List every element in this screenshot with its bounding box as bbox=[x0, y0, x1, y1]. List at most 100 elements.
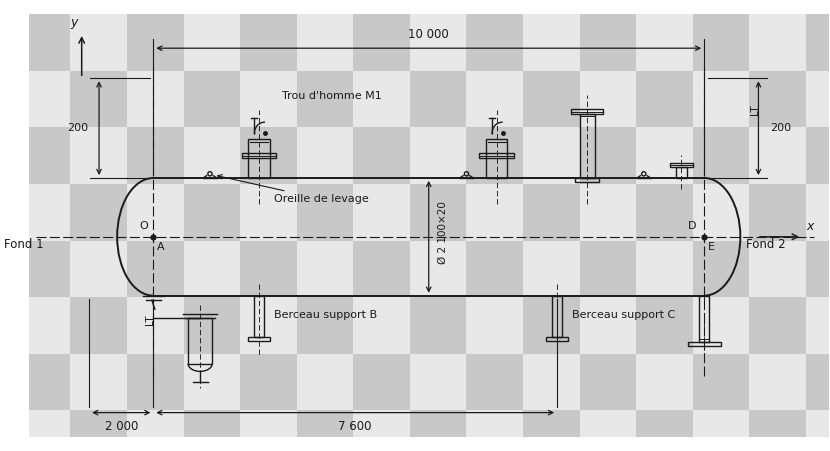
Bar bbox=[571, 109, 603, 114]
Bar bbox=[749, 14, 806, 71]
Bar bbox=[14, 240, 71, 297]
Text: Fond 1: Fond 1 bbox=[4, 238, 44, 251]
Bar bbox=[523, 410, 579, 451]
Bar bbox=[71, 297, 127, 354]
Bar bbox=[71, 14, 127, 71]
Bar bbox=[523, 297, 579, 354]
Bar bbox=[183, 240, 240, 297]
Bar bbox=[183, 410, 240, 451]
Text: 2 000: 2 000 bbox=[105, 420, 138, 433]
Bar bbox=[693, 410, 749, 451]
Bar bbox=[71, 71, 127, 128]
Bar bbox=[806, 297, 830, 354]
Bar bbox=[410, 14, 466, 71]
Bar bbox=[749, 297, 806, 354]
Bar bbox=[637, 410, 693, 451]
Bar bbox=[183, 297, 240, 354]
Bar bbox=[127, 71, 183, 128]
Bar bbox=[240, 297, 296, 354]
Bar bbox=[637, 354, 693, 410]
Bar bbox=[466, 240, 523, 297]
Bar bbox=[466, 410, 523, 451]
Bar bbox=[579, 0, 637, 14]
Bar bbox=[637, 240, 693, 297]
Bar bbox=[579, 240, 637, 297]
Bar bbox=[466, 71, 523, 128]
Bar bbox=[749, 128, 806, 184]
Bar bbox=[296, 297, 354, 354]
Bar bbox=[296, 71, 354, 128]
Bar bbox=[14, 128, 71, 184]
Bar bbox=[579, 114, 595, 178]
Bar bbox=[410, 410, 466, 451]
Bar bbox=[637, 14, 693, 71]
Bar bbox=[14, 297, 71, 354]
Bar bbox=[247, 337, 271, 341]
Bar bbox=[806, 240, 830, 297]
Bar bbox=[466, 0, 523, 14]
Bar bbox=[410, 71, 466, 128]
Bar bbox=[806, 354, 830, 410]
Bar bbox=[354, 184, 410, 240]
Bar bbox=[693, 297, 749, 354]
Bar bbox=[183, 0, 240, 14]
Text: LT: LT bbox=[749, 104, 759, 115]
Bar bbox=[637, 128, 693, 184]
Bar bbox=[127, 14, 183, 71]
Text: Ø 2 100×20: Ø 2 100×20 bbox=[437, 202, 448, 264]
Bar bbox=[71, 354, 127, 410]
Bar bbox=[14, 71, 71, 128]
Text: Trou d'homme M1: Trou d'homme M1 bbox=[281, 91, 381, 101]
Bar bbox=[410, 240, 466, 297]
Bar bbox=[71, 240, 127, 297]
Bar bbox=[552, 296, 562, 337]
Bar bbox=[71, 128, 127, 184]
Bar bbox=[466, 297, 523, 354]
Bar bbox=[749, 184, 806, 240]
Bar bbox=[466, 184, 523, 240]
Bar bbox=[14, 354, 71, 410]
Bar bbox=[71, 410, 127, 451]
Bar bbox=[240, 0, 296, 14]
Bar bbox=[296, 354, 354, 410]
Bar bbox=[545, 337, 569, 341]
Bar bbox=[806, 14, 830, 71]
Bar bbox=[486, 139, 507, 178]
Bar bbox=[693, 240, 749, 297]
Bar bbox=[410, 184, 466, 240]
Bar bbox=[579, 297, 637, 354]
Bar bbox=[693, 0, 749, 14]
Bar bbox=[523, 128, 579, 184]
Bar bbox=[749, 240, 806, 297]
Bar bbox=[183, 184, 240, 240]
Bar bbox=[127, 128, 183, 184]
Bar bbox=[749, 71, 806, 128]
Bar bbox=[296, 184, 354, 240]
Bar bbox=[183, 128, 240, 184]
Bar bbox=[749, 354, 806, 410]
Bar bbox=[693, 14, 749, 71]
Bar bbox=[127, 240, 183, 297]
Bar bbox=[14, 0, 71, 14]
Bar bbox=[579, 354, 637, 410]
Bar bbox=[248, 139, 270, 178]
Bar bbox=[296, 240, 354, 297]
Bar bbox=[637, 297, 693, 354]
Bar bbox=[127, 297, 183, 354]
Bar bbox=[637, 184, 693, 240]
Bar bbox=[410, 128, 466, 184]
Bar bbox=[466, 14, 523, 71]
Bar bbox=[14, 410, 71, 451]
Bar bbox=[479, 153, 514, 157]
Bar bbox=[410, 354, 466, 410]
Bar bbox=[670, 163, 693, 167]
Bar bbox=[749, 410, 806, 451]
Bar bbox=[354, 14, 410, 71]
Bar bbox=[354, 410, 410, 451]
Bar bbox=[240, 240, 296, 297]
Bar bbox=[579, 71, 637, 128]
Bar bbox=[240, 184, 296, 240]
Bar bbox=[183, 14, 240, 71]
Bar bbox=[693, 354, 749, 410]
Bar bbox=[127, 0, 183, 14]
